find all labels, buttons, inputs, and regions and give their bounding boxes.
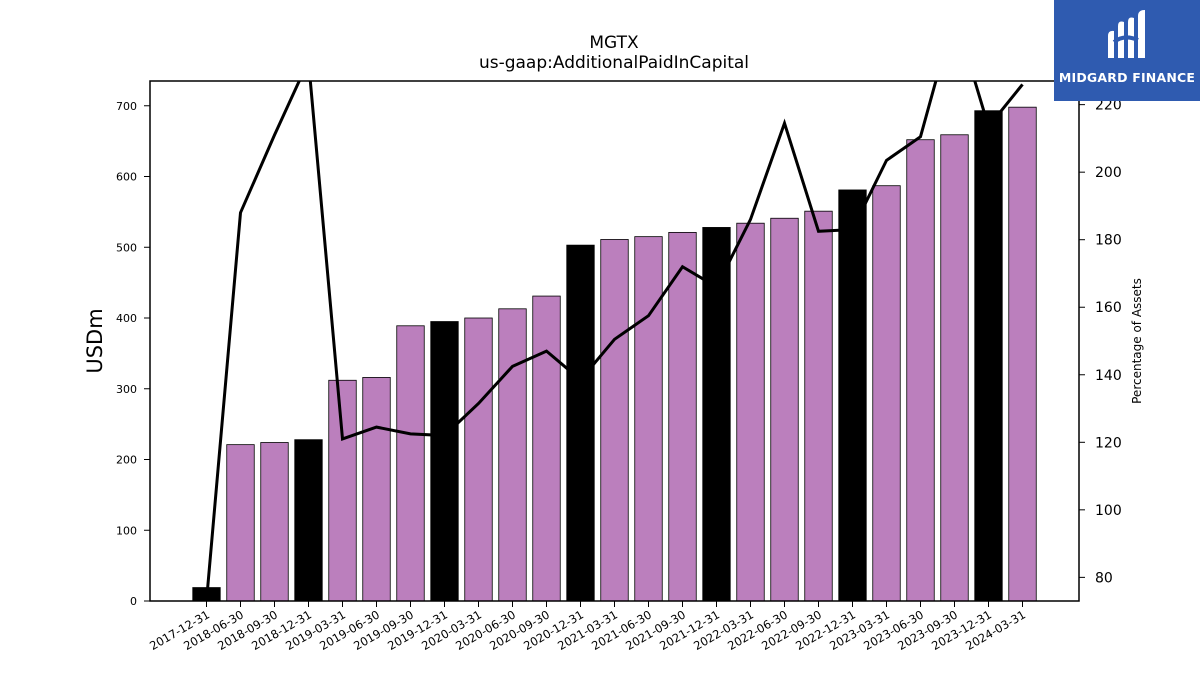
bar-2020-12-31 (566, 244, 595, 602)
bar-2020-09-30 (532, 295, 561, 602)
bar-2018-09-30 (260, 442, 289, 602)
percentage-line (205, 81, 1024, 601)
y2-tick-label: 140 (1095, 368, 1122, 384)
y2-tick-label: 160 (1095, 300, 1122, 316)
midgard-finance-logo: MIDGARD FINANCE (1054, 0, 1200, 101)
bar-2021-03-31 (600, 239, 629, 602)
midgard-logo-icon (1108, 10, 1145, 58)
bar-2021-12-31 (702, 227, 731, 602)
logo-text: MIDGARD FINANCE (1058, 70, 1196, 85)
y-tick-label: 500 (116, 241, 137, 254)
bar-2019-03-31 (328, 379, 357, 602)
bar-2021-09-30 (668, 231, 697, 602)
y-tick-label: 300 (116, 383, 137, 396)
bar-2021-06-30 (634, 236, 663, 602)
bar-2019-12-31 (430, 321, 459, 602)
y-axis-label: USDm (83, 308, 107, 373)
bar-2022-12-31 (838, 189, 867, 602)
bar-2022-06-30 (770, 217, 799, 602)
y-tick-label: 0 (130, 595, 137, 608)
bar-2018-12-31 (294, 439, 323, 602)
bar-2022-09-30 (804, 210, 833, 602)
y2-tick-label: 120 (1095, 435, 1122, 451)
y-tick-label: 600 (116, 171, 137, 184)
y2-tick-label: 200 (1095, 165, 1122, 181)
x-axis: 2017-12-312018-06-302018-09-302018-12-31… (147, 601, 1028, 653)
bar-2018-06-30 (226, 444, 255, 602)
bar-2023-12-31 (974, 110, 1003, 602)
y2-axis-label: Percentage of Assets (1130, 278, 1144, 404)
bar-2020-06-30 (498, 308, 527, 602)
y2-tick-label: 180 (1095, 233, 1122, 249)
bar-2023-09-30 (940, 134, 969, 602)
bar-2019-06-30 (362, 377, 391, 602)
y-tick-label: 400 (116, 312, 137, 325)
y-tick-label: 700 (116, 100, 137, 113)
bar-2024-03-31 (1008, 106, 1037, 602)
y2-tick-label: 220 (1095, 98, 1122, 114)
y-tick-label: 200 (116, 454, 137, 467)
y2-tick-label: 100 (1095, 503, 1122, 519)
y-axis: 0 100 200 300 400 500 600 700 (116, 100, 150, 608)
bar-2023-03-31 (872, 185, 901, 602)
bar-2022-03-31 (736, 222, 765, 602)
bar-series (192, 106, 1037, 602)
bar-2023-06-30 (906, 139, 935, 602)
bar-2020-03-31 (464, 317, 493, 602)
chart-title: MGTX (589, 33, 639, 53)
bar-2019-09-30 (396, 325, 425, 602)
y2-tick-label: 80 (1095, 570, 1113, 586)
y2-axis: 80 100 120 140 160 180 200 220 (1079, 98, 1122, 586)
y-tick-label: 100 (116, 524, 137, 537)
chart-subtitle: us-gaap:AdditionalPaidInCapital (479, 53, 749, 73)
